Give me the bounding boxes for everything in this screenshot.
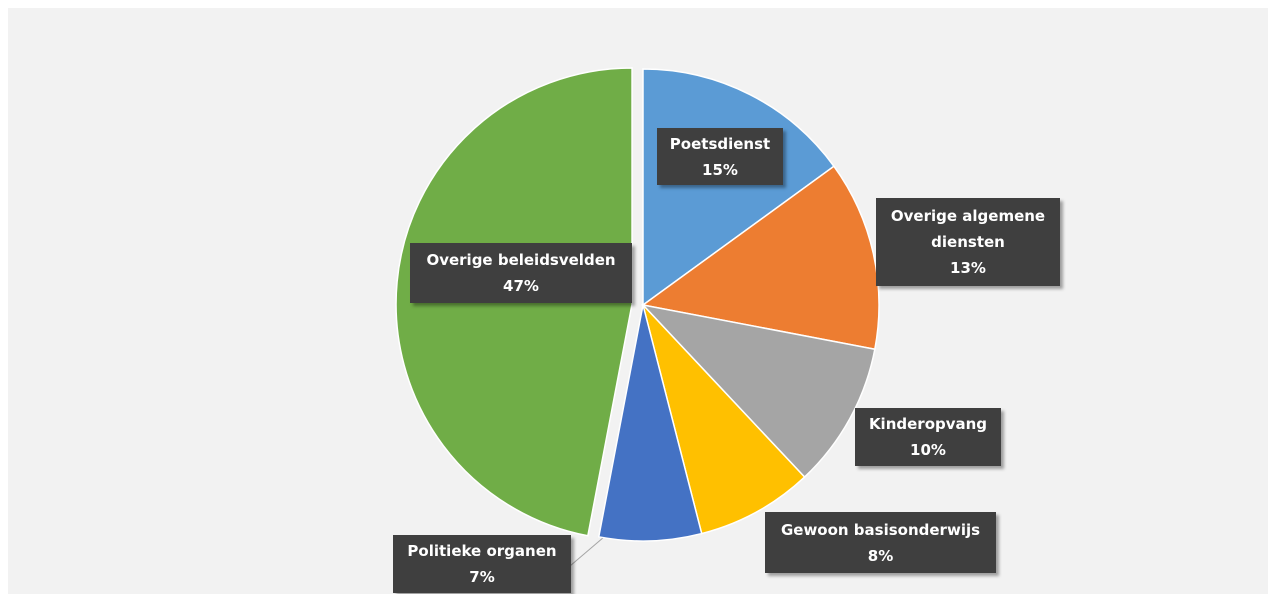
- label-name: Overige beleidsvelden: [426, 251, 616, 269]
- label-name: Kinderopvang: [868, 415, 988, 433]
- label-value: 8%: [867, 546, 894, 565]
- pie-slice: [641, 165, 880, 351]
- leader-line: [569, 536, 605, 567]
- data-label: Gewoon basisonderwijs 8%: [765, 512, 996, 573]
- pie-slice: [597, 304, 703, 542]
- label-value: 10%: [910, 441, 946, 459]
- data-label: Poetsdienst 15%: [657, 128, 783, 185]
- label-value: 47%: [503, 277, 539, 295]
- pie-slice: [640, 303, 876, 479]
- label-value: 13%: [950, 259, 986, 277]
- data-label: Overige beleidsvelden 47%: [410, 243, 632, 303]
- label-value: 7%: [469, 568, 495, 586]
- data-label: Politieke organen 7%: [393, 535, 571, 593]
- label-value: 15%: [702, 160, 738, 179]
- label-name: Overige algemene diensten: [890, 207, 1046, 251]
- label-name: Politieke organen: [407, 542, 557, 560]
- label-name: Gewoon basisonderwijs: [780, 520, 981, 539]
- label-name: Poetsdienst: [669, 134, 771, 153]
- data-label: Kinderopvang 10%: [855, 408, 1001, 466]
- pie-slice: [642, 304, 806, 535]
- data-label: Overige algemene diensten 13%: [876, 198, 1060, 286]
